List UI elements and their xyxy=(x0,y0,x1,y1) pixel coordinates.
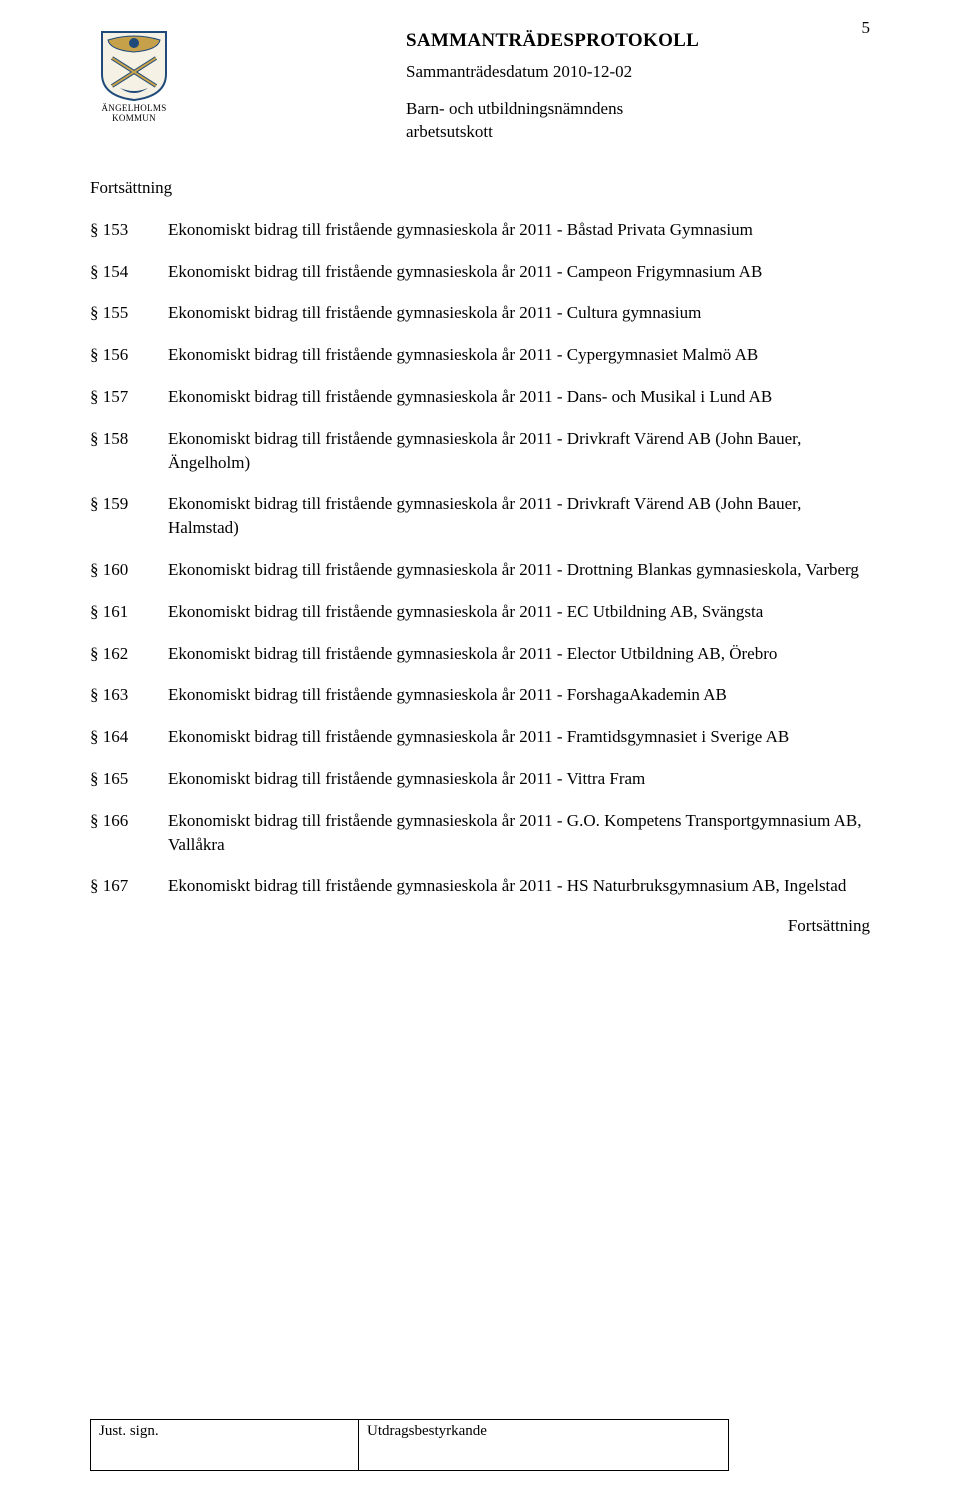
agenda-item-text: Ekonomiskt bidrag till fristående gymnas… xyxy=(168,301,870,325)
agenda-item-text: Ekonomiskt bidrag till fristående gymnas… xyxy=(168,600,870,624)
agenda-item: § 162Ekonomiskt bidrag till fristående g… xyxy=(90,642,870,666)
footer-utdragsbestyrkande: Utdragsbestyrkande xyxy=(359,1420,729,1471)
agenda-item-section: § 155 xyxy=(90,301,168,325)
agenda-item-text: Ekonomiskt bidrag till fristående gymnas… xyxy=(168,260,870,284)
agenda-item-text: Ekonomiskt bidrag till fristående gymnas… xyxy=(168,642,870,666)
agenda-item-section: § 161 xyxy=(90,600,168,624)
agenda-item: § 157Ekonomiskt bidrag till fristående g… xyxy=(90,385,870,409)
agenda-item-text: Ekonomiskt bidrag till fristående gymnas… xyxy=(168,809,870,857)
agenda-item-section: § 164 xyxy=(90,725,168,749)
agenda-item-text: Ekonomiskt bidrag till fristående gymnas… xyxy=(168,427,870,475)
agenda-item-text: Ekonomiskt bidrag till fristående gymnas… xyxy=(168,874,870,898)
footer-just-sign: Just. sign. xyxy=(91,1420,359,1471)
signature-footer: Just. sign. Utdragsbestyrkande xyxy=(90,1419,729,1471)
agenda-item-text: Ekonomiskt bidrag till fristående gymnas… xyxy=(168,767,870,791)
header-text-block: SAMMANTRÄDESPROTOKOLL Sammanträdesdatum … xyxy=(200,28,699,144)
agenda-item-section: § 162 xyxy=(90,642,168,666)
agenda-item: § 167Ekonomiskt bidrag till fristående g… xyxy=(90,874,870,898)
agenda-item: § 155Ekonomiskt bidrag till fristående g… xyxy=(90,301,870,325)
agenda-item-text: Ekonomiskt bidrag till fristående gymnas… xyxy=(168,683,870,707)
continuation-label-bottom: Fortsättning xyxy=(90,916,870,936)
agenda-item: § 163Ekonomiskt bidrag till fristående g… xyxy=(90,683,870,707)
agenda-item-text: Ekonomiskt bidrag till fristående gymnas… xyxy=(168,343,870,367)
agenda-items-list: § 153Ekonomiskt bidrag till fristående g… xyxy=(90,218,870,898)
crest-label-bottom: KOMMUN xyxy=(102,114,167,124)
agenda-item: § 161Ekonomiskt bidrag till fristående g… xyxy=(90,600,870,624)
agenda-item-text: Ekonomiskt bidrag till fristående gymnas… xyxy=(168,558,870,582)
agenda-item: § 156Ekonomiskt bidrag till fristående g… xyxy=(90,343,870,367)
shield-icon xyxy=(98,28,170,102)
agenda-item-text: Ekonomiskt bidrag till fristående gymnas… xyxy=(168,725,870,749)
continuation-label-top: Fortsättning xyxy=(90,178,870,198)
agenda-item-section: § 160 xyxy=(90,558,168,582)
agenda-item-section: § 158 xyxy=(90,427,168,451)
agenda-item-section: § 163 xyxy=(90,683,168,707)
agenda-item: § 165Ekonomiskt bidrag till fristående g… xyxy=(90,767,870,791)
committee-line-1: Barn- och utbildningsnämndens xyxy=(406,98,699,121)
agenda-item: § 153Ekonomiskt bidrag till fristående g… xyxy=(90,218,870,242)
agenda-item-section: § 166 xyxy=(90,809,168,833)
document-header: ÄNGELHOLMS KOMMUN SAMMANTRÄDESPROTOKOLL … xyxy=(90,28,870,144)
municipal-crest: ÄNGELHOLMS KOMMUN xyxy=(90,28,178,124)
agenda-item-section: § 154 xyxy=(90,260,168,284)
agenda-item: § 158Ekonomiskt bidrag till fristående g… xyxy=(90,427,870,475)
agenda-item-text: Ekonomiskt bidrag till fristående gymnas… xyxy=(168,218,870,242)
page-number: 5 xyxy=(862,18,871,38)
agenda-item-section: § 157 xyxy=(90,385,168,409)
agenda-item-section: § 153 xyxy=(90,218,168,242)
agenda-item: § 154Ekonomiskt bidrag till fristående g… xyxy=(90,260,870,284)
agenda-item: § 164Ekonomiskt bidrag till fristående g… xyxy=(90,725,870,749)
agenda-item-section: § 167 xyxy=(90,874,168,898)
agenda-item-text: Ekonomiskt bidrag till fristående gymnas… xyxy=(168,385,870,409)
agenda-item-section: § 165 xyxy=(90,767,168,791)
meeting-date: Sammanträdesdatum 2010-12-02 xyxy=(406,62,699,82)
document-title: SAMMANTRÄDESPROTOKOLL xyxy=(406,30,699,52)
agenda-item-section: § 156 xyxy=(90,343,168,367)
agenda-item: § 166Ekonomiskt bidrag till fristående g… xyxy=(90,809,870,857)
crest-label: ÄNGELHOLMS KOMMUN xyxy=(102,104,167,124)
agenda-item: § 160Ekonomiskt bidrag till fristående g… xyxy=(90,558,870,582)
committee-line-2: arbetsutskott xyxy=(406,121,699,144)
agenda-item-section: § 159 xyxy=(90,492,168,516)
committee-name: Barn- och utbildningsnämndens arbetsutsk… xyxy=(406,98,699,144)
agenda-item: § 159Ekonomiskt bidrag till fristående g… xyxy=(90,492,870,540)
agenda-item-text: Ekonomiskt bidrag till fristående gymnas… xyxy=(168,492,870,540)
